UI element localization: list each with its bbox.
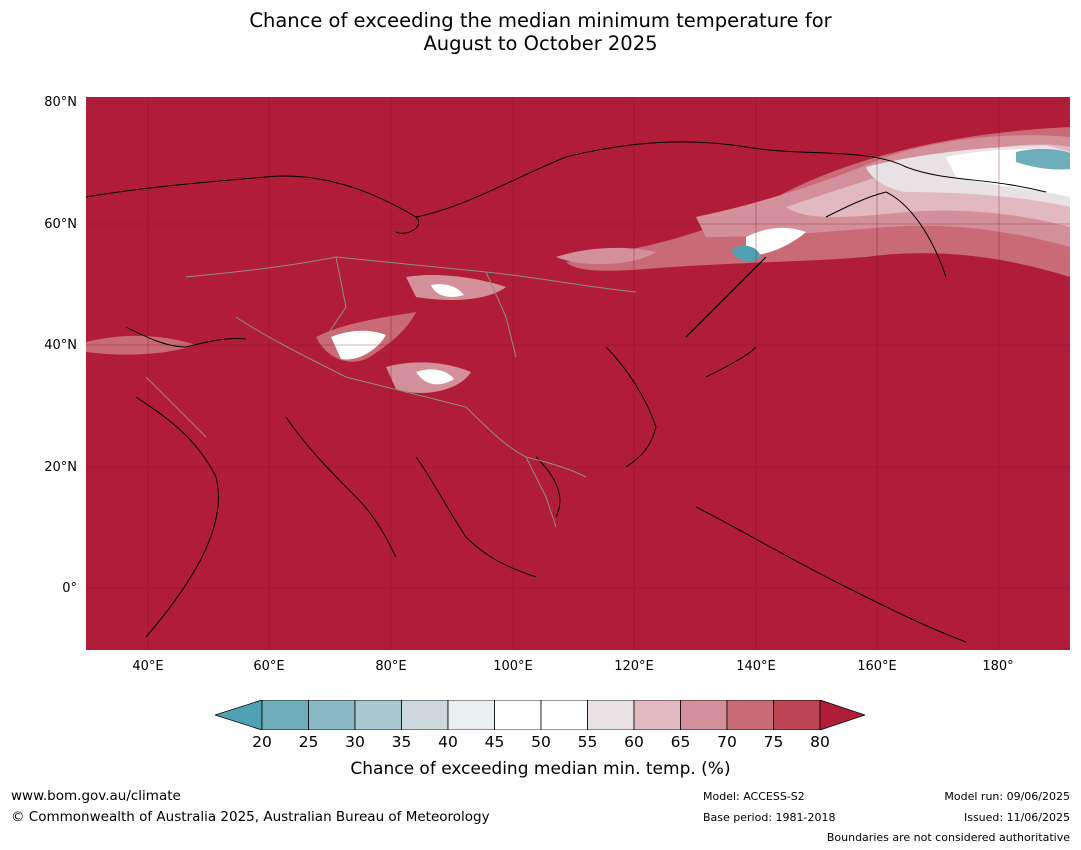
lat-label-20n: 20°N bbox=[44, 460, 77, 475]
disclaimer-text: Boundaries are not considered authoritat… bbox=[826, 831, 1070, 844]
lon-label-180: 180° bbox=[982, 659, 1014, 674]
colorbar-tick-label: 45 bbox=[484, 733, 505, 751]
colorbar-bin bbox=[447, 699, 495, 731]
lat-label-40n: 40°N bbox=[44, 338, 77, 353]
colorbar-tick-label: 50 bbox=[531, 733, 551, 751]
model-run-text: Model run: 09/06/2025 bbox=[944, 790, 1070, 803]
colorbar-bin bbox=[354, 699, 402, 731]
lon-label-140e: 140°E bbox=[736, 659, 776, 674]
lon-label-120e: 120°E bbox=[614, 659, 654, 674]
country-borders bbox=[145, 256, 637, 528]
colorbar-tick-label: 40 bbox=[438, 733, 458, 751]
colorbar-bin bbox=[494, 699, 542, 731]
colorbar-bin bbox=[540, 699, 588, 731]
central-asia-anomaly bbox=[86, 247, 656, 393]
colorbar-bin bbox=[680, 699, 728, 731]
colorbar-bin bbox=[773, 699, 821, 731]
colorbar bbox=[213, 699, 867, 731]
colorbar-extend-low bbox=[213, 699, 263, 731]
lon-label-40e: 40°E bbox=[132, 659, 164, 674]
map-panel bbox=[86, 97, 1070, 650]
lon-label-100e: 100°E bbox=[493, 659, 533, 674]
colorbar-tick-label: 60 bbox=[624, 733, 644, 751]
colorbar-tick-label: 25 bbox=[298, 733, 319, 751]
coastlines bbox=[86, 141, 1047, 643]
colorbar-tick-label: 20 bbox=[252, 733, 272, 751]
lat-label-80n: 80°N bbox=[44, 95, 77, 110]
lat-label-60n: 60°N bbox=[44, 217, 77, 232]
colorbar-tick-label: 80 bbox=[810, 733, 830, 751]
lon-label-80e: 80°E bbox=[375, 659, 407, 674]
colorbar-label: Chance of exceeding median min. temp. (%… bbox=[350, 759, 731, 779]
colorbar-extend-high bbox=[819, 699, 867, 731]
graticule bbox=[86, 97, 1070, 650]
lon-label-60e: 60°E bbox=[253, 659, 285, 674]
colorbar-bin bbox=[261, 699, 309, 731]
title-line-2: August to October 2025 bbox=[423, 32, 658, 55]
model-text: Model: ACCESS-S2 bbox=[703, 790, 805, 803]
map-svg bbox=[86, 97, 1070, 650]
base-period-text: Base period: 1981-2018 bbox=[703, 811, 836, 824]
colorbar-bin bbox=[401, 699, 449, 731]
title-line-1: Chance of exceeding the median minimum t… bbox=[249, 9, 832, 32]
colorbar-bin bbox=[308, 699, 356, 731]
colorbar-tick-label: 70 bbox=[717, 733, 737, 751]
issued-text: Issued: 11/06/2025 bbox=[963, 811, 1070, 824]
colorbar-tick-label: 35 bbox=[391, 733, 412, 751]
lon-label-160e: 160°E bbox=[857, 659, 897, 674]
colorbar-tick-label: 65 bbox=[670, 733, 691, 751]
copyright-text: © Commonwealth of Australia 2025, Austra… bbox=[11, 809, 490, 825]
colorbar-tick-label: 30 bbox=[345, 733, 365, 751]
colorbar-bin bbox=[633, 699, 681, 731]
colorbar-tick-label: 75 bbox=[763, 733, 784, 751]
colorbar-tick-label: 55 bbox=[577, 733, 598, 751]
colorbar-bin bbox=[726, 699, 774, 731]
website-link[interactable]: www.bom.gov.au/climate bbox=[11, 788, 181, 804]
colorbar-bin bbox=[587, 699, 635, 731]
lat-label-0: 0° bbox=[62, 581, 77, 596]
colorbar-svg bbox=[213, 699, 867, 731]
chart-title: Chance of exceeding the median minimum t… bbox=[0, 9, 1081, 55]
